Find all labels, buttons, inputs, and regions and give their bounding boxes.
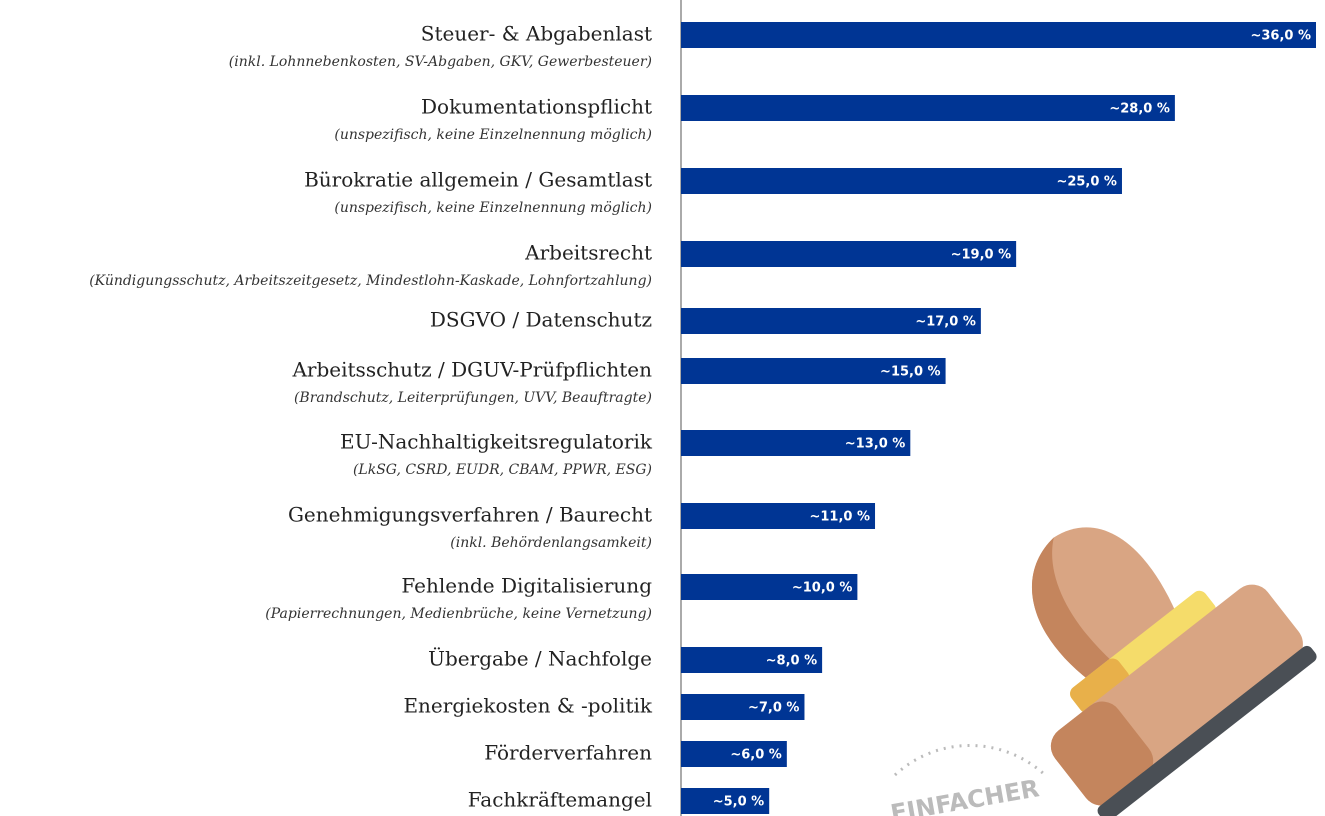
category-label: Dokumentationspflicht [421,95,652,119]
bar [681,358,946,384]
bar [681,95,1175,121]
bar [681,694,805,720]
bar [681,168,1122,194]
value-label: ~19,0 % [951,248,1012,263]
bar [681,503,876,529]
value-label: ~13,0 % [845,437,906,452]
value-label: ~5,0 % [713,795,764,810]
value-label: ~15,0 % [880,365,941,380]
category-label: Genehmigungsverfahren / Baurecht [288,503,652,527]
bar [681,788,770,814]
value-label: ~25,0 % [1056,175,1117,190]
bar [681,741,787,767]
category-note: (LkSG, CSRD, EUDR, CBAM, PPWR, ESG) [353,462,652,478]
category-label: EU-Nachhaltigkeitsregulatorik [340,430,653,454]
value-label: ~6,0 % [730,748,781,763]
category-label: Arbeitsrecht [524,241,652,265]
category-label: Förderverfahren [484,741,652,765]
category-label: Steuer- & Abgabenlast [421,22,652,46]
bar [681,430,911,456]
category-note: (inkl. Behördenlangsamkeit) [450,535,652,551]
bar [681,241,1017,267]
category-note: (Papierrechnungen, Medienbrüche, keine V… [265,606,652,622]
bar [681,647,823,673]
bar [681,22,1316,48]
value-label: ~36,0 % [1250,29,1311,44]
value-label: ~17,0 % [915,315,976,330]
value-label: ~7,0 % [748,701,799,716]
value-label: ~10,0 % [792,581,853,596]
category-label: Fehlende Digitalisierung [401,574,652,598]
category-label: Arbeitsschutz / DGUV-Prüfpflichten [291,358,652,382]
value-label: ~8,0 % [766,654,817,669]
category-label: Übergabe / Nachfolge [428,646,652,671]
category-label: DSGVO / Datenschutz [430,308,652,332]
category-note: (unspezifisch, keine Einzelnennung mögli… [334,200,652,216]
bar [681,574,858,600]
category-note: (inkl. Lohnnebenkosten, SV-Abgaben, GKV,… [229,54,652,70]
category-label: Fachkräftemangel [468,788,652,812]
bar [681,308,981,334]
stamp-illustration: EINFACHER [888,527,1317,816]
value-label: ~11,0 % [809,510,870,525]
stamp-text: EINFACHER [888,774,1041,816]
category-note: (Brandschutz, Leiterprüfungen, UVV, Beau… [294,390,652,406]
category-label: Bürokratie allgemein / Gesamtlast [304,168,652,192]
category-label: Energiekosten & -politik [403,694,652,718]
category-note: (Kündigungsschutz, Arbeitszeitgesetz, Mi… [89,273,652,289]
value-label: ~28,0 % [1109,102,1170,117]
category-note: (unspezifisch, keine Einzelnennung mögli… [334,127,652,143]
